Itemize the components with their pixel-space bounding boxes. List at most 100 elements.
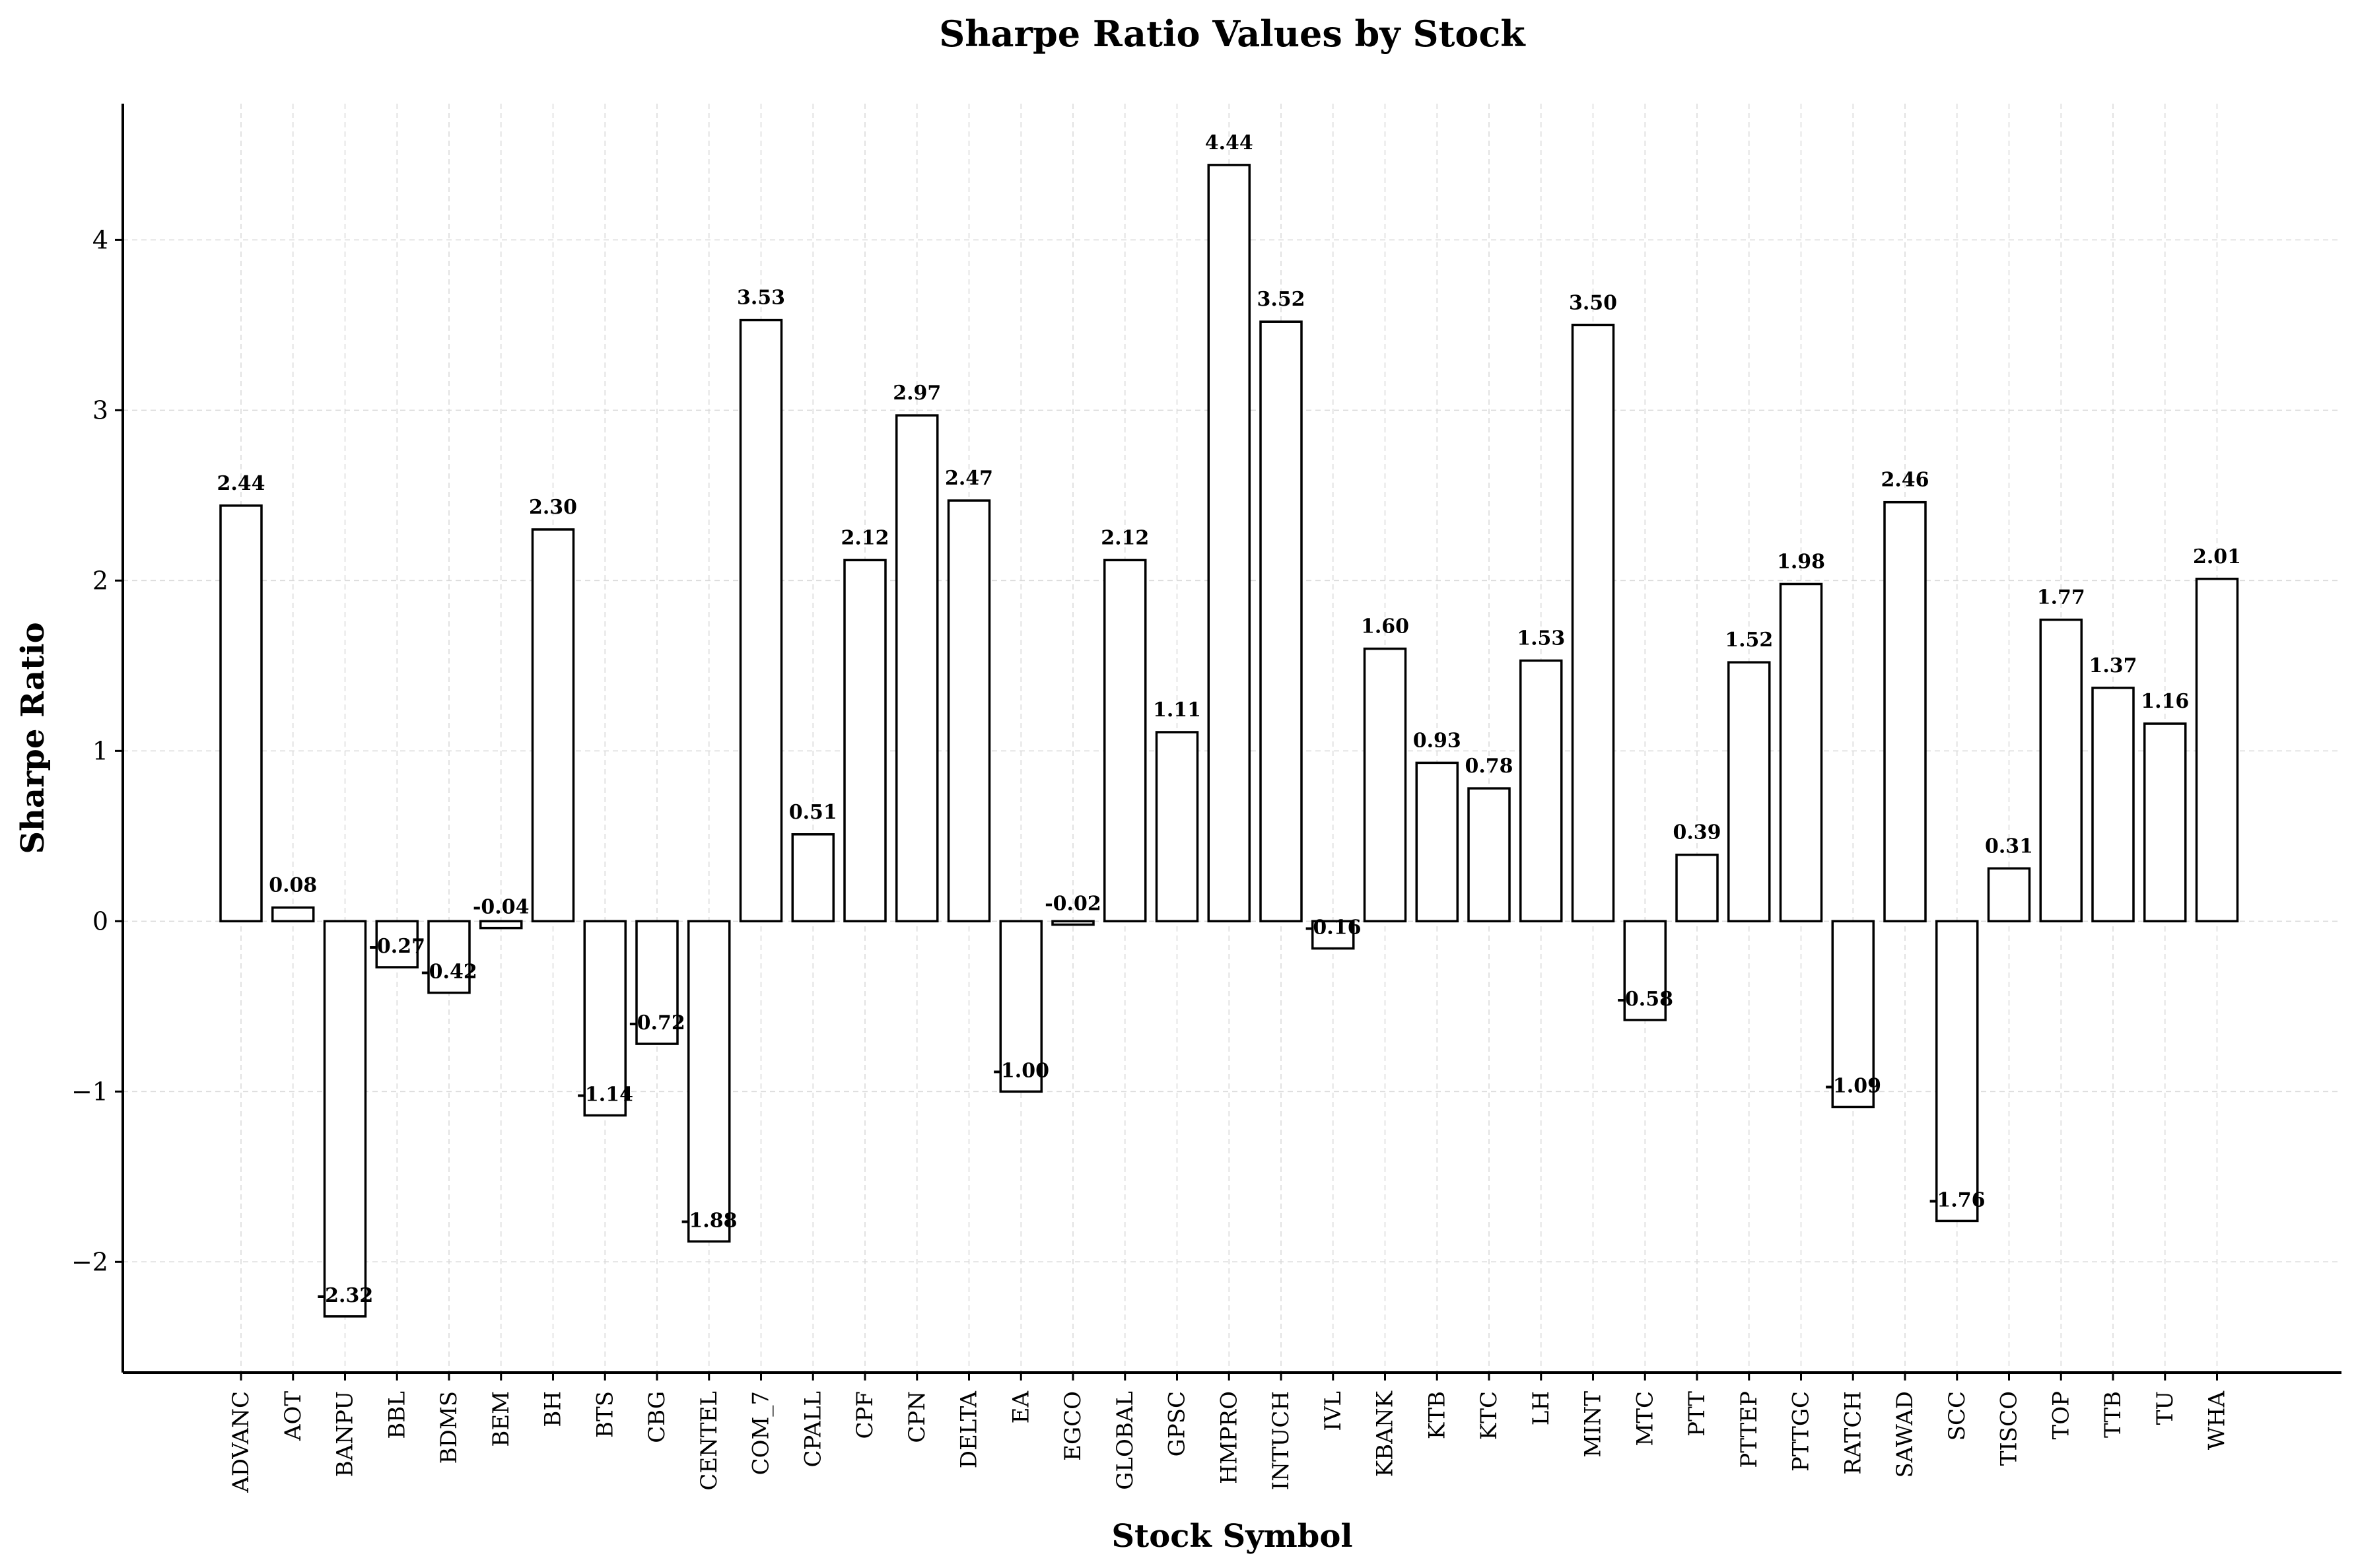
data-label: 1.98 <box>1777 551 1825 574</box>
data-label: 1.37 <box>2089 654 2137 677</box>
bar-delta <box>947 499 991 923</box>
bar-ea <box>999 920 1043 1093</box>
bar-scc <box>1935 920 1979 1223</box>
x-tick-label: COM_7 <box>748 1391 775 1475</box>
x-tick-label: HMPRO <box>1216 1391 1242 1484</box>
x-tick-label: LH <box>1528 1391 1554 1425</box>
y-tick-label: −2 <box>71 1247 108 1276</box>
x-tick-label: CPN <box>904 1391 930 1443</box>
x-tick-label: EGCO <box>1060 1391 1086 1461</box>
x-tick-label: SCC <box>1944 1391 1970 1441</box>
bar-ttb <box>2091 687 2135 923</box>
bar-ivl <box>1311 920 1355 950</box>
bar-cpn <box>895 414 939 923</box>
bar-egco <box>1051 920 1095 926</box>
x-tick-label: BBL <box>384 1391 410 1439</box>
x-tick-label: RATCH <box>1840 1391 1866 1475</box>
data-label: -0.27 <box>368 935 425 958</box>
data-label: 2.97 <box>893 382 941 405</box>
y-tick-label: 0 <box>92 906 108 936</box>
bar-cbg <box>635 920 679 1045</box>
data-label: 1.52 <box>1725 629 1773 652</box>
x-tick-label: INTUCH <box>1268 1391 1294 1490</box>
data-label: 2.30 <box>529 496 577 519</box>
data-label: -1.76 <box>1929 1188 1986 1211</box>
bar-cpall <box>791 833 835 923</box>
bar-cpf <box>843 559 887 923</box>
x-tick-label: MINT <box>1580 1391 1607 1458</box>
bar-bdms <box>427 920 471 994</box>
data-label: -0.16 <box>1305 916 1362 939</box>
data-label: -2.32 <box>317 1284 374 1307</box>
x-tick-label: CBG <box>644 1391 670 1443</box>
data-label: 2.46 <box>1881 469 1929 492</box>
bar-kbank <box>1363 647 1407 923</box>
y-tick-label: −1 <box>71 1077 108 1106</box>
data-label: 0.39 <box>1673 821 1721 844</box>
x-tick-label: BEM <box>488 1391 514 1447</box>
bar-com_7 <box>739 318 783 923</box>
axes-layer <box>121 104 2341 1374</box>
bar-top <box>2039 618 2083 923</box>
x-tick-label: GPSC <box>1164 1391 1191 1456</box>
x-tick-label: DELTA <box>956 1391 983 1469</box>
y-tick-label: 2 <box>92 566 108 595</box>
y-tick-label: 4 <box>92 225 108 254</box>
data-label: 0.08 <box>269 874 317 897</box>
x-tick-label: GLOBAL <box>1112 1391 1138 1490</box>
data-label: -0.02 <box>1045 892 1101 915</box>
x-tick-label: TOP <box>2048 1391 2074 1439</box>
x-tick-label: CPALL <box>800 1391 826 1467</box>
bar-bh <box>531 528 575 923</box>
data-label: -0.42 <box>421 961 477 984</box>
bar-banpu <box>323 920 367 1318</box>
x-tick-label: IVL <box>1320 1391 1346 1431</box>
x-tick-label: EA <box>1008 1391 1034 1424</box>
data-label: 1.77 <box>2037 586 2085 609</box>
data-label: 4.44 <box>1205 131 1253 154</box>
bar-pttgc <box>1779 582 1823 923</box>
x-tick-label: BANPU <box>332 1391 359 1477</box>
bar-mint <box>1571 324 1615 923</box>
x-tick-label: BDMS <box>436 1391 462 1464</box>
x-tick-label: WHA <box>2204 1391 2231 1450</box>
bar-tisco <box>1987 867 2031 923</box>
x-ticks-layer: ADVANC AOT BANPU BBL BDMS BEM BH BTS CBG CENTEL CO… <box>228 1373 2231 1493</box>
bar-wha <box>2195 578 2239 923</box>
bar-ktb <box>1415 761 1459 923</box>
data-label: -1.14 <box>576 1083 633 1106</box>
bar-sawad <box>1883 500 1927 923</box>
x-tick-label: MTC <box>1632 1391 1658 1447</box>
bar-ktc <box>1467 787 1511 923</box>
data-label: 2.01 <box>2193 545 2241 568</box>
x-tick-label: BTS <box>592 1391 618 1438</box>
x-tick-label: AOT <box>280 1391 306 1441</box>
bar-ratch <box>1831 920 1875 1108</box>
data-label: 2.12 <box>841 526 889 549</box>
x-tick-label: KTC <box>1476 1391 1502 1440</box>
y-tick-label: 3 <box>92 395 108 425</box>
y-tick-label: 1 <box>92 736 108 765</box>
x-tick-label: ADVANC <box>228 1391 254 1493</box>
x-tick-label: KBANK <box>1372 1390 1399 1477</box>
data-label: 3.53 <box>737 287 785 310</box>
bar-tu <box>2143 722 2187 923</box>
data-label: 1.11 <box>1153 699 1201 722</box>
bar-global <box>1103 559 1147 923</box>
y-axis-label: Sharpe Ratio <box>15 622 52 854</box>
data-label: 0.51 <box>789 801 837 824</box>
data-labels-layer: 2.44 0.08 -2.32 -0.27 -0.42 -0.04 2.30 -1.14 -0.… <box>217 131 2241 1307</box>
data-label: -1.09 <box>1824 1075 1881 1098</box>
x-tick-label: KTB <box>1424 1391 1450 1439</box>
x-tick-label: CENTEL <box>696 1391 722 1491</box>
data-label: 0.78 <box>1465 755 1513 778</box>
bar-gpsc <box>1155 731 1199 923</box>
data-label: -0.58 <box>1616 988 1673 1011</box>
x-tick-label: BH <box>540 1391 567 1427</box>
bar-aot <box>271 906 315 923</box>
bars-layer <box>219 164 2239 1318</box>
data-label: -0.72 <box>629 1011 685 1035</box>
x-tick-label: CPF <box>852 1391 878 1439</box>
